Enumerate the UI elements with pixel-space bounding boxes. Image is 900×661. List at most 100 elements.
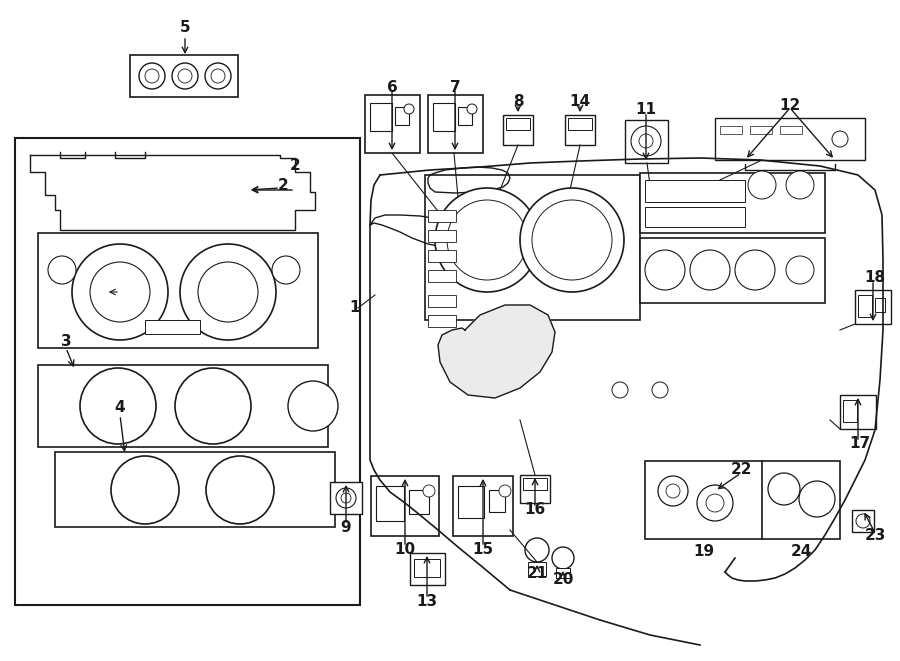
Text: 8: 8 [513,95,523,110]
Text: 24: 24 [790,545,812,559]
Text: 6: 6 [387,79,398,95]
Bar [750,126,772,134]
Bar [458,486,484,518]
Text: 21: 21 [526,566,547,580]
Bar [414,559,440,577]
Text: 20: 20 [553,572,573,588]
Bar [503,115,533,145]
Bar [428,315,456,327]
Circle shape [525,538,549,562]
Bar [453,476,513,536]
Bar [428,270,456,282]
Circle shape [80,368,156,444]
Text: 4: 4 [114,401,125,416]
Circle shape [499,485,511,497]
Bar [556,568,570,578]
Circle shape [205,63,231,89]
Bar [645,207,745,227]
Bar [38,365,328,447]
Bar [645,180,745,202]
Bar [852,510,874,532]
Circle shape [856,514,870,528]
Text: 14: 14 [570,95,590,110]
Bar [425,175,640,320]
Bar [130,55,238,97]
Bar [645,461,763,539]
Circle shape [111,456,179,524]
Circle shape [175,368,251,444]
Circle shape [272,256,300,284]
Circle shape [748,171,776,199]
Bar [720,126,742,134]
Bar [395,107,409,125]
Text: 1: 1 [350,301,360,315]
Circle shape [48,256,76,284]
Text: 23: 23 [864,527,886,543]
Text: 19: 19 [693,545,715,559]
Circle shape [631,126,661,156]
Bar [640,238,825,303]
Bar [780,126,802,134]
Bar [762,461,840,539]
Circle shape [786,256,814,284]
Bar [858,295,872,317]
Bar [523,478,547,490]
Bar [568,118,592,130]
Circle shape [423,485,435,497]
Circle shape [206,456,274,524]
Bar [506,118,530,130]
Circle shape [690,250,730,290]
Circle shape [652,382,668,398]
Text: 5: 5 [180,20,190,36]
Text: 2: 2 [277,178,288,192]
Text: 16: 16 [525,502,545,518]
Bar [715,118,865,160]
Text: 22: 22 [730,461,752,477]
Bar [428,210,456,222]
Polygon shape [438,305,555,398]
Circle shape [520,188,624,292]
Bar [640,173,825,233]
Bar [376,486,404,521]
Text: 11: 11 [635,102,656,118]
Bar [489,490,505,512]
Circle shape [697,485,733,521]
Bar [840,395,876,429]
Text: 2: 2 [290,157,301,173]
Circle shape [552,547,574,569]
Circle shape [645,250,685,290]
Bar [875,298,885,312]
Bar [15,138,360,605]
Bar [55,452,335,527]
Bar [520,475,550,503]
Bar [409,490,429,514]
Circle shape [786,171,814,199]
Bar [370,103,392,131]
Circle shape [612,382,628,398]
Text: 15: 15 [472,541,493,557]
Circle shape [172,63,198,89]
Circle shape [467,104,477,114]
Bar [365,95,420,153]
Bar [625,120,668,163]
Circle shape [658,476,688,506]
Circle shape [735,250,775,290]
Bar [528,562,546,576]
Circle shape [404,104,414,114]
Bar [458,107,472,125]
Text: 18: 18 [864,270,886,286]
Circle shape [72,244,168,340]
Bar [371,476,439,536]
Text: 7: 7 [450,79,460,95]
Bar [428,250,456,262]
Bar [410,553,445,585]
Circle shape [336,488,356,508]
Text: 17: 17 [850,436,870,451]
Text: 3: 3 [60,334,71,350]
Bar [428,295,456,307]
Bar [330,482,362,514]
Text: 10: 10 [394,541,416,557]
Circle shape [768,473,800,505]
Circle shape [139,63,165,89]
Bar [843,400,857,422]
